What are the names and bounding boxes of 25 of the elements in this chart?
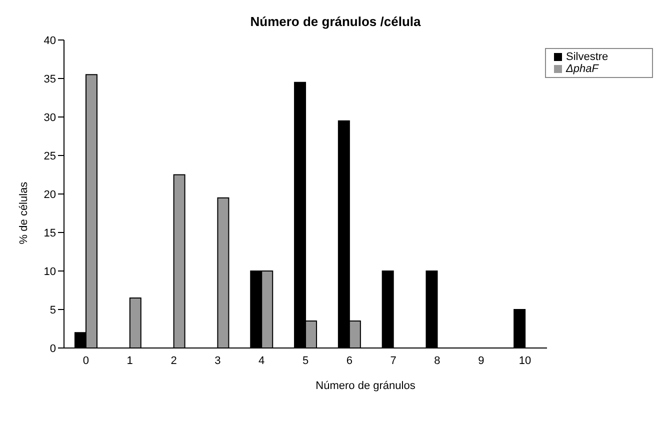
x-tick-label: 6 [346,354,352,367]
y-tick-label: 5 [50,304,56,316]
legend-label: Silvestre [566,51,608,63]
x-tick-label: 4 [258,354,265,367]
x-tick-label: 5 [302,354,309,367]
y-axis-title: % de células [18,182,30,244]
x-tick-label: 3 [214,354,221,367]
y-tick-label: 30 [44,112,56,124]
chart-title: Número de gránulos /célula [249,14,422,29]
y-tick-label: 0 [50,342,56,355]
y-tick-label: 40 [44,34,56,47]
x-tick-label: 0 [82,354,90,367]
legend-label: ΔphaF [566,63,598,75]
x-tick-label: 7 [390,354,396,367]
y-tick-label: 25 [44,150,56,162]
x-tick-label: 9 [478,354,484,367]
x-axis-title: Número de gránulos [314,380,416,392]
x-tick-label: 10 [518,354,532,367]
y-tick-label: 15 [44,227,56,240]
y-tick-label: 35 [44,73,56,86]
x-tick-label: 8 [434,354,440,367]
y-tick-label: 20 [44,188,56,201]
y-tick-label: 10 [44,266,56,278]
x-tick-label: 2 [170,354,177,367]
x-tick-label: 1 [126,354,133,367]
